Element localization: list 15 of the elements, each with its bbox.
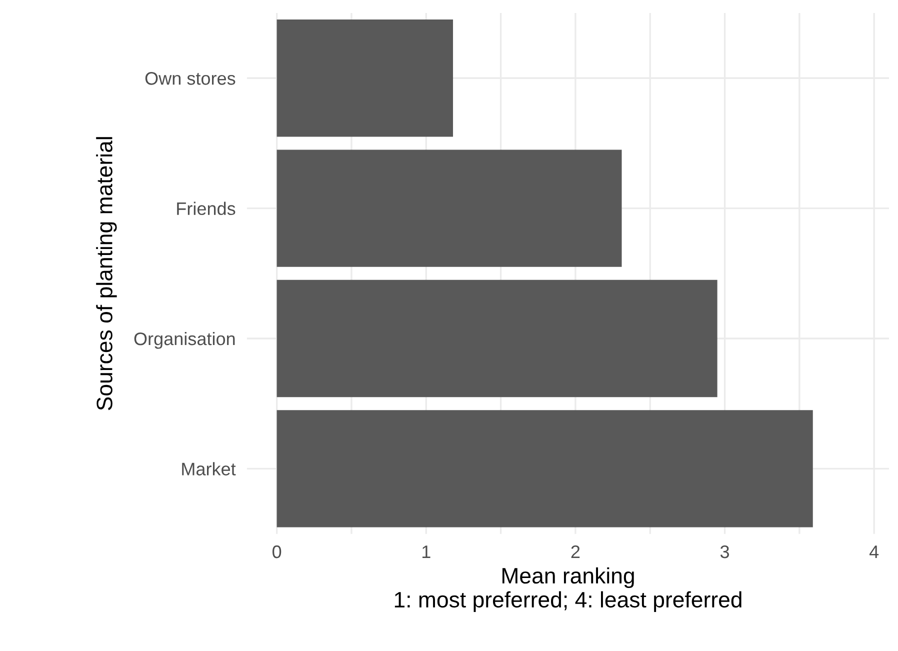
x-tick-label: 1 bbox=[422, 546, 430, 558]
x-tick-label: 2 bbox=[571, 545, 580, 558]
y-tick-label: Organisation bbox=[134, 332, 235, 349]
x-axis-title: Mean ranking 1: most preferred; 4: least preferred bbox=[394, 567, 742, 612]
x-tick-label: 4 bbox=[869, 546, 879, 558]
bar bbox=[276, 410, 813, 528]
y-axis-title: Sources of planting material bbox=[96, 137, 117, 410]
y-tick-label: Market bbox=[182, 462, 236, 476]
bar bbox=[276, 150, 622, 267]
x-tick-label: 3 bbox=[720, 545, 729, 558]
bar bbox=[276, 20, 454, 137]
y-tick-label: Own stores bbox=[145, 72, 236, 85]
x-tick-label: 0 bbox=[272, 545, 282, 558]
bar bbox=[276, 280, 718, 398]
y-tick-label: Friends bbox=[177, 202, 236, 216]
